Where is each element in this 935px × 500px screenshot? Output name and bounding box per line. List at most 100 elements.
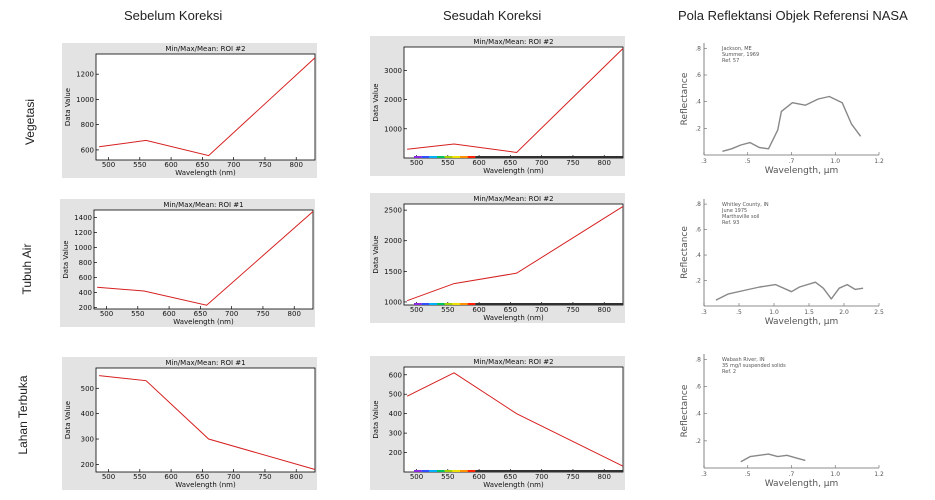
y-axis-label: Reflectance	[680, 384, 690, 437]
x-tick-label: 750	[256, 310, 269, 318]
y-tick-label: 400	[389, 410, 402, 418]
chart-title: Min/Max/Mean: ROI #1	[165, 359, 245, 367]
y-tick-label: 400	[79, 289, 92, 297]
plot-area	[403, 46, 624, 159]
y-tick-label: .4	[695, 411, 701, 418]
x-tick-label: 800	[288, 310, 301, 318]
chart-svg: Min/Max/Mean: ROI #1 500 550 600 650 700 750 80…	[62, 357, 317, 490]
y-axis-label: Data Value	[64, 401, 72, 439]
x-axis-label: Wavelength, μm	[765, 317, 839, 327]
spectrum-band	[467, 303, 476, 305]
y-tick-label: .8	[695, 356, 701, 363]
spectrum-band	[414, 303, 422, 305]
chart-svg: Min/Max/Mean: ROI #2 500 550 600 650 700 750 80…	[370, 36, 625, 176]
spectrum-band	[414, 156, 422, 158]
x-axis-label: Wavelength, μm	[765, 166, 839, 176]
column-header-after: Sesudah Koreksi	[443, 8, 542, 23]
reference-note: Wabash River, IN	[722, 357, 765, 363]
x-tick-label: .3	[701, 309, 707, 316]
y-tick-label: 3000	[384, 67, 402, 75]
x-tick-label: 600	[472, 159, 485, 167]
y-tick-label: .4	[695, 99, 701, 106]
reflectance-curve	[715, 281, 864, 301]
x-tick-label: .3	[701, 158, 707, 165]
x-tick-label: 1.5	[804, 309, 814, 316]
chart-svg: .3 .5 .7 1.0 1.2 .2 .4 .6 .8 Wavelength, μm Reflec…	[680, 354, 884, 489]
series-line	[99, 375, 316, 470]
spectrum-band	[460, 470, 468, 472]
chart-vegetation-after: Min/Max/Mean: ROI #2 500 550 600 650 700 750 80…	[370, 36, 625, 176]
y-tick-label: .8	[695, 201, 701, 208]
x-tick-label: 2.0	[839, 309, 849, 316]
x-tick-label: .3	[701, 471, 707, 478]
spectrum-band	[483, 156, 623, 158]
y-axis-label: Reflectance	[680, 226, 690, 279]
y-tick-label: 600	[79, 274, 92, 282]
y-tick-label: 2000	[384, 96, 402, 104]
y-tick-label: .8	[695, 45, 701, 52]
reference-note: Summer, 1969	[722, 52, 759, 58]
spectrum-band	[483, 303, 623, 305]
y-tick-label: 800	[81, 121, 94, 129]
x-tick-label: 1.0	[830, 471, 840, 478]
spectrum-band	[467, 470, 476, 472]
chart-svg: .3 .5 .7 1.0 1.2 .2 .4 .6 .8 Wavelength, μm Reflec…	[680, 43, 884, 176]
y-tick-label: 200	[81, 461, 94, 469]
x-tick-label: 800	[290, 161, 303, 169]
reflectance-curve	[722, 95, 862, 152]
x-axis-label: Wavelength (nm)	[175, 169, 236, 177]
x-tick-label: 600	[472, 306, 485, 314]
y-tick-label: 500	[81, 385, 94, 393]
x-tick-label: 700	[225, 310, 238, 318]
x-tick-label: 750	[566, 159, 579, 167]
y-axis-label: Reflectance	[680, 72, 690, 125]
y-tick-label: 1000	[76, 96, 94, 104]
series-line	[99, 57, 316, 157]
chart-title: Min/Max/Mean: ROI #2	[473, 195, 553, 203]
x-tick-label: 650	[504, 473, 517, 481]
x-tick-label: 650	[504, 159, 517, 167]
y-tick-label: 2500	[384, 207, 402, 215]
x-tick-label: 700	[535, 473, 548, 481]
x-tick-label: 700	[535, 306, 548, 314]
x-tick-label: 500	[102, 473, 115, 481]
chart-water-before: Min/Max/Mean: ROI #1 500 550 600 650 700 750 80…	[60, 199, 315, 327]
y-tick-label: 300	[81, 436, 94, 444]
spectrum-band	[467, 156, 476, 158]
y-tick-label: 600	[81, 146, 94, 154]
x-axis-label: Wavelength, μm	[765, 479, 839, 489]
x-tick-label: 600	[164, 473, 177, 481]
spectrum-band	[437, 156, 445, 158]
x-tick-label: 550	[131, 310, 144, 318]
y-tick-label: 1500	[384, 268, 402, 276]
spectrum-band	[452, 470, 460, 472]
y-tick-label: 1200	[74, 229, 92, 237]
spectrum-band	[460, 303, 468, 305]
y-tick-label: 300	[389, 430, 402, 438]
y-tick-label: .6	[695, 227, 701, 234]
x-tick-label: 550	[133, 473, 146, 481]
x-tick-label: 800	[290, 473, 303, 481]
reflectance-curve	[740, 453, 806, 463]
reference-note: Ref. 2	[722, 369, 736, 375]
spectrum-band	[483, 470, 623, 472]
spectrum-band	[475, 303, 483, 305]
y-tick-label: 2000	[384, 237, 402, 245]
x-tick-label: .5	[745, 471, 751, 478]
x-axis-label: Wavelength (nm)	[483, 167, 544, 175]
spectrum-band	[421, 156, 430, 158]
chart-nasa-water: .3 .5 1.0 1.5 2.0 2.5 .2 .4 .6 .8 Wavelength, μm Re…	[677, 193, 907, 328]
series-line	[97, 211, 314, 306]
x-tick-label: 750	[566, 473, 579, 481]
y-tick-label: .2	[695, 125, 701, 132]
y-tick-label: 200	[389, 449, 402, 457]
column-header-nasa: Pola Reflektansi Objek Referensi NASA	[678, 8, 908, 23]
chart-title: Min/Max/Mean: ROI #2	[473, 38, 553, 46]
row-label-water: Tubuh Air	[20, 243, 34, 295]
y-axis-label: Data Value	[62, 240, 70, 278]
y-tick-label: 800	[79, 259, 92, 267]
y-tick-label: 200	[79, 304, 92, 312]
reference-note: 35 mg/l suspended solids	[722, 363, 786, 369]
y-axis-label: Data Value	[372, 400, 380, 438]
x-tick-label: .7	[789, 158, 795, 165]
